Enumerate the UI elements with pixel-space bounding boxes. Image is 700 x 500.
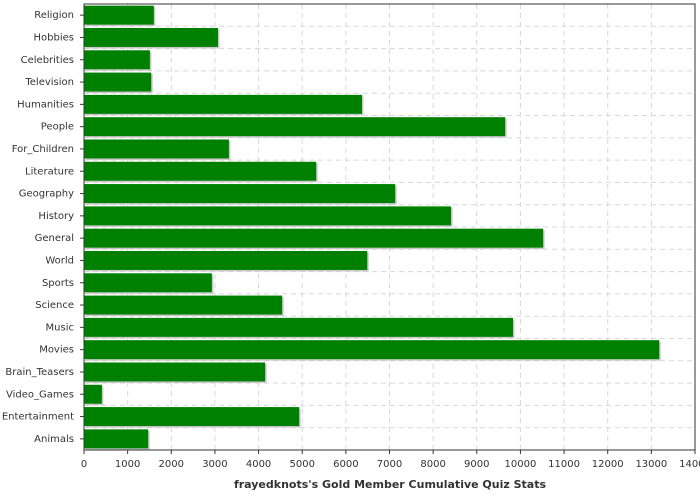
bar — [84, 161, 317, 181]
bar — [84, 228, 544, 248]
x-tick-label: 8000 — [420, 459, 445, 470]
bar — [84, 295, 283, 315]
bar — [84, 250, 368, 270]
bar — [84, 206, 452, 226]
y-tick-label: People — [41, 122, 74, 133]
x-tick-label: 11000 — [548, 459, 580, 470]
bar — [84, 139, 229, 159]
x-tick-label: 9000 — [464, 459, 489, 470]
plot-frame — [83, 3, 696, 451]
y-tick-label: Hobbies — [34, 32, 74, 43]
bar — [84, 184, 396, 204]
x-axis-title: frayedknots's Gold Member Cumulative Qui… — [234, 478, 546, 491]
x-tick-label: 2000 — [159, 459, 184, 470]
x-tick-label: 14000 — [679, 459, 700, 470]
x-tick-label: 6000 — [333, 459, 358, 470]
y-tick-label: For_Children — [12, 144, 74, 155]
x-tick-label: 12000 — [592, 459, 624, 470]
y-tick-label: Celebrities — [21, 55, 74, 66]
bar — [84, 317, 514, 337]
x-tick-label: 5000 — [289, 459, 314, 470]
bar — [84, 94, 363, 114]
y-tick-label: Video_Games — [6, 389, 74, 400]
y-tick-label: World — [45, 255, 74, 266]
y-tick-label: General — [35, 233, 74, 244]
y-tick-label: Brain_Teasers — [5, 367, 74, 378]
y-tick-label: Sports — [42, 278, 74, 289]
x-tick-label: 4000 — [246, 459, 271, 470]
y-tick-label: Movies — [39, 345, 74, 356]
bar — [84, 5, 154, 25]
x-tick-label: 7000 — [377, 459, 402, 470]
y-tick-label: Humanities — [17, 99, 74, 110]
bar — [84, 384, 102, 404]
y-tick-label: History — [38, 211, 74, 222]
bar — [84, 407, 300, 427]
bar — [84, 340, 660, 360]
x-tick-label: 1000 — [115, 459, 140, 470]
y-tick-label: Animals — [34, 434, 74, 445]
y-tick-label: Television — [24, 77, 74, 88]
y-tick-label: Science — [35, 300, 74, 311]
y-tick-label: Music — [46, 322, 74, 333]
x-tick-label: 10000 — [505, 459, 537, 470]
y-tick-label: Entertainment — [2, 412, 74, 423]
y-tick-label: Geography — [19, 189, 74, 200]
bar — [84, 117, 506, 137]
x-tick-label: 0 — [81, 459, 87, 470]
bar — [84, 273, 212, 293]
y-tick-label: Religion — [34, 10, 74, 21]
bar — [84, 27, 218, 47]
bar — [84, 429, 149, 449]
x-tick-label: 3000 — [202, 459, 227, 470]
bar — [84, 362, 266, 382]
bar — [84, 50, 150, 70]
y-tick-label: Literature — [25, 166, 74, 177]
x-tick-label: 13000 — [635, 459, 667, 470]
bar — [84, 72, 152, 92]
